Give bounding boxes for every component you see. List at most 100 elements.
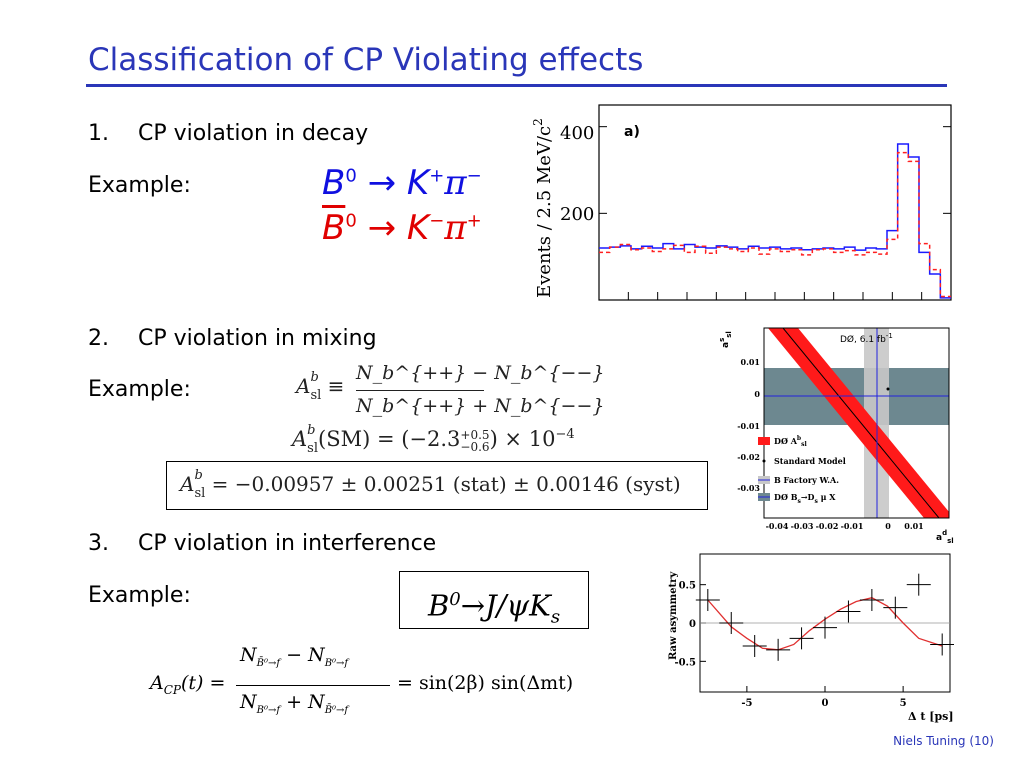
sm-text: (SM) = (−2.3 xyxy=(318,427,461,451)
decay-b: B xyxy=(322,163,346,203)
decay-bbar-sup: 0 xyxy=(345,210,357,232)
contour-xlabel: adsl xyxy=(936,529,954,545)
section-2-number: 2. xyxy=(88,326,109,351)
legend-label-asl: DØ Absl xyxy=(774,435,807,448)
section-1-heading: 1. CP violation in decay xyxy=(88,121,368,146)
contour-ytick-label: 0 xyxy=(754,389,760,399)
asl-sup: b xyxy=(310,370,319,385)
contour-ytick-label: -0.01 xyxy=(737,421,760,431)
contour-xtick-label: 0 xyxy=(885,521,891,531)
decay-k: K xyxy=(406,163,430,203)
asl-central-line xyxy=(782,328,940,518)
contour-legend: DØ Absl Standard Model B Factory W.A. DØ… xyxy=(758,435,846,505)
bjpsi-sub: s xyxy=(550,606,561,628)
acp-fraction-bar xyxy=(236,685,390,686)
legend-label-bfactory: B Factory W.A. xyxy=(774,475,839,485)
mixing-numerator: N_b^{++} − N_b^{−−} xyxy=(356,362,605,384)
section-3-heading: 3. CP violation in interference xyxy=(88,531,436,556)
contour-xtick-label: -0.04 xyxy=(766,521,789,531)
section-3-label: CP violation in interference xyxy=(138,531,437,556)
asym-series xyxy=(695,573,954,661)
meas-text: = −0.00957 ± 0.00251 (stat) ± 0.00146 (s… xyxy=(211,472,681,496)
sm-err-down: −0.6 xyxy=(460,439,490,454)
contour-ylabel: assl xyxy=(718,331,733,348)
decay-formula-b0: B0 → K+π− xyxy=(322,163,482,203)
decay-b-sup: 0 xyxy=(345,165,357,187)
contour-ytick-label: 0.01 xyxy=(741,357,760,367)
histogram-series-1 xyxy=(599,151,951,298)
acp-denominator: NB⁰→f + NB̄⁰→f xyxy=(240,691,349,716)
sm-asl-sup: b xyxy=(307,423,316,438)
asl-band xyxy=(768,328,949,518)
contour-xtick-label: -0.02 xyxy=(816,521,839,531)
legend-swatch-sm xyxy=(762,459,766,463)
histogram-ytick-400: 400 xyxy=(560,123,594,144)
bjpsi-rest: →J/ψK xyxy=(460,588,551,623)
section-3-number: 3. xyxy=(88,531,109,556)
asym-ytick-label: 0 xyxy=(689,619,696,630)
bjpsik-box: B0→J/ψKs xyxy=(399,571,589,629)
contour-annotation: DØ, 6.1 fb-1 xyxy=(840,332,893,345)
meas-asl-sup: b xyxy=(194,468,203,483)
sm-point xyxy=(886,387,890,391)
histogram-ytick-200: 200 xyxy=(560,204,594,225)
mixing-denominator: N_b^{++} + N_b^{−−} xyxy=(356,395,605,417)
decay-pi-2: π xyxy=(444,208,467,248)
histogram-panel-label: a) xyxy=(624,124,640,140)
decay-k-sup: + xyxy=(429,165,445,187)
asymmetry-plot: Raw asymmetry Δ t [ps] -0.5 0 0.5 -5 0 5 xyxy=(668,553,954,723)
contour-ytick-label: -0.03 xyxy=(737,483,760,493)
sm-exp: −4 xyxy=(555,427,575,442)
asl-measurement-box xyxy=(166,461,708,510)
contour-frame xyxy=(763,327,950,519)
meas-asl-sub: sl xyxy=(194,486,206,501)
decay-pi-sup-2: + xyxy=(466,210,482,232)
title-underline xyxy=(86,84,947,87)
section-1-example-label: Example: xyxy=(88,173,191,198)
decay-pi-sup: − xyxy=(466,165,482,187)
asym-xtick-label: 5 xyxy=(900,698,907,709)
section-2-heading: 2. CP violation in mixing xyxy=(88,326,377,351)
bjpsi-sup: 0 xyxy=(449,589,461,610)
section-2-example-label: Example: xyxy=(88,377,191,402)
acp-a: A xyxy=(150,672,164,694)
decay-k-sup-2: − xyxy=(429,210,445,232)
decay-arrow-2: → xyxy=(367,208,397,248)
contour-xtick-label: 0.01 xyxy=(904,521,923,531)
sm-asl-symbol: A xyxy=(292,427,308,451)
decay-k-2: K xyxy=(406,208,430,248)
slide-title: Classification of CP Violating effects xyxy=(88,42,644,78)
contour-xtick-label: -0.03 xyxy=(791,521,814,531)
asym-xtick-label: 0 xyxy=(822,698,829,709)
asym-ytick-label: 0.5 xyxy=(679,581,696,592)
legend-swatch-asl xyxy=(758,437,770,445)
section-1-number: 1. xyxy=(88,121,109,146)
acp-numerator: NB̄⁰→f − NB⁰→f xyxy=(240,644,349,669)
sm-err-up: +0.5 xyxy=(460,427,490,442)
legend-label-sm: Standard Model xyxy=(774,456,846,466)
contour-yticks: 0.01 0 -0.01 -0.02 -0.03 xyxy=(737,357,760,493)
section-3-example-label: Example: xyxy=(88,583,191,608)
asym-ylabel: Raw asymmetry xyxy=(668,571,679,660)
histogram-ticks xyxy=(598,126,952,300)
decay-pi: π xyxy=(444,163,467,203)
section-1-label: CP violation in decay xyxy=(138,121,369,146)
asym-yticks: -0.5 0 0.5 xyxy=(674,581,706,668)
decay-arrow: → xyxy=(367,163,397,203)
histogram-ylabel: Events / 2.5 MeV/c2 xyxy=(531,118,555,298)
asym-xtick-label: -5 xyxy=(741,698,752,709)
histogram-series xyxy=(599,143,951,299)
asym-xticks: -5 0 5 xyxy=(741,686,907,709)
meas-asl-symbol: A xyxy=(180,472,195,496)
acp-lhs: ACP(t) = xyxy=(150,672,225,697)
histogram-series-0 xyxy=(599,143,951,299)
asym-ytick-label: -0.5 xyxy=(674,657,696,668)
bjpsi-b: B xyxy=(427,588,450,623)
asym-xlabel: Δ t [ps] xyxy=(908,710,954,723)
decay-histogram: Events / 2.5 MeV/c2 400 200 a) xyxy=(531,104,952,301)
legend-label-bs: DØ Bs→Ds μ X xyxy=(774,492,836,505)
sm-asl-sub: sl xyxy=(307,441,319,456)
